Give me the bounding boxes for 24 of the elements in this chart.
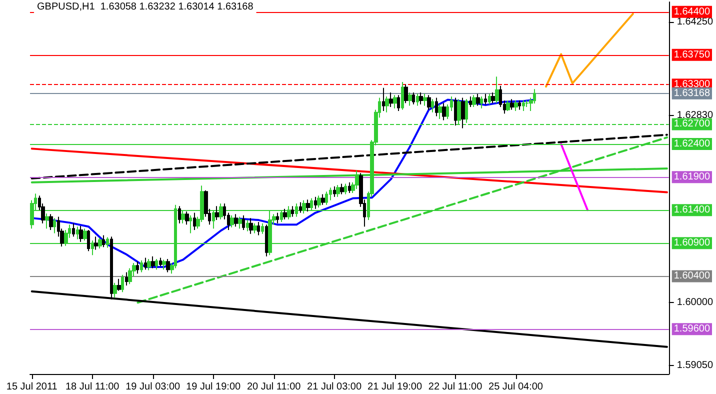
x-tick-label: 20 Jul 11:00 (246, 382, 302, 392)
ref-line-label: 1.64400 (674, 6, 710, 18)
x-tick-label: 19 Jul 19:00 (186, 382, 242, 392)
x-tick-label: 22 Jul 11:00 (428, 382, 483, 392)
x-tick-label: 21 Jul 19:00 (368, 382, 422, 392)
ref-line-label: 1.60900 (674, 238, 710, 249)
ref-line-label: 1.60400 (674, 270, 710, 282)
y-tick-label: 1.60000 (676, 297, 714, 308)
x-tick-label: 21 Jul 03:00 (307, 382, 362, 392)
ref-line-label: 1.62400 (674, 138, 710, 150)
x-tick-label: 25 Jul 04:00 (488, 382, 544, 392)
ref-line-label: 1.61400 (674, 204, 710, 216)
ref-line-label: 1.63750 (674, 49, 710, 60)
ref-line-label: 1.61900 (674, 172, 710, 183)
x-tick-label: 18 Jul 11:00 (66, 382, 120, 392)
ref-line-label: 1.62700 (674, 118, 710, 130)
ref-line-label: 1.63168 (674, 88, 710, 99)
x-tick-label: 15 Jul 2011 (6, 382, 58, 392)
ref-line-label: 1.59600 (674, 324, 710, 335)
chart-title: GBPUSD,H1 1.63058 1.63232 1.63014 1.63168 (37, 2, 254, 12)
y-tick-label: 1.64250 (676, 16, 714, 28)
ref-line-label: 1.63300 (674, 79, 710, 90)
y-tick-label: 1.59050 (676, 360, 714, 371)
x-tick-label: 19 Jul 03:00 (126, 382, 181, 392)
